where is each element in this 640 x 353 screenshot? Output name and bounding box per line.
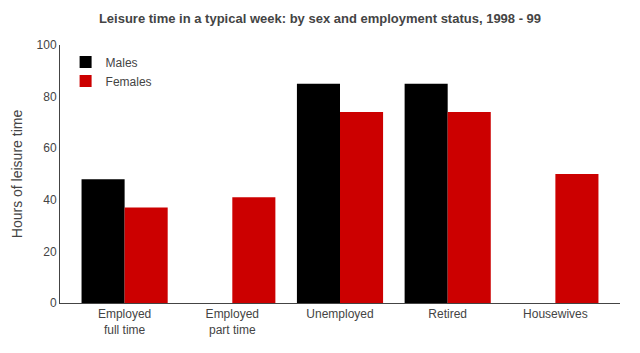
svg-text:Females: Females <box>106 75 152 89</box>
svg-text:100: 100 <box>37 38 57 52</box>
svg-text:Employedfull time: Employedfull time <box>98 307 151 337</box>
svg-text:Leisure time in a typical week: Leisure time in a typical week: by sex a… <box>99 11 541 26</box>
svg-text:Employedpart time: Employedpart time <box>206 307 259 337</box>
svg-text:80: 80 <box>43 90 57 104</box>
svg-text:Hours of leisure time: Hours of leisure time <box>9 110 25 239</box>
svg-text:0: 0 <box>50 296 57 310</box>
svg-text:Unemployed: Unemployed <box>306 307 373 321</box>
svg-text:40: 40 <box>43 193 57 207</box>
svg-text:20: 20 <box>43 245 57 259</box>
svg-text:Retired: Retired <box>428 307 467 321</box>
svg-text:Housewives: Housewives <box>523 307 588 321</box>
svg-text:Males: Males <box>106 56 138 70</box>
svg-text:60: 60 <box>43 141 57 155</box>
